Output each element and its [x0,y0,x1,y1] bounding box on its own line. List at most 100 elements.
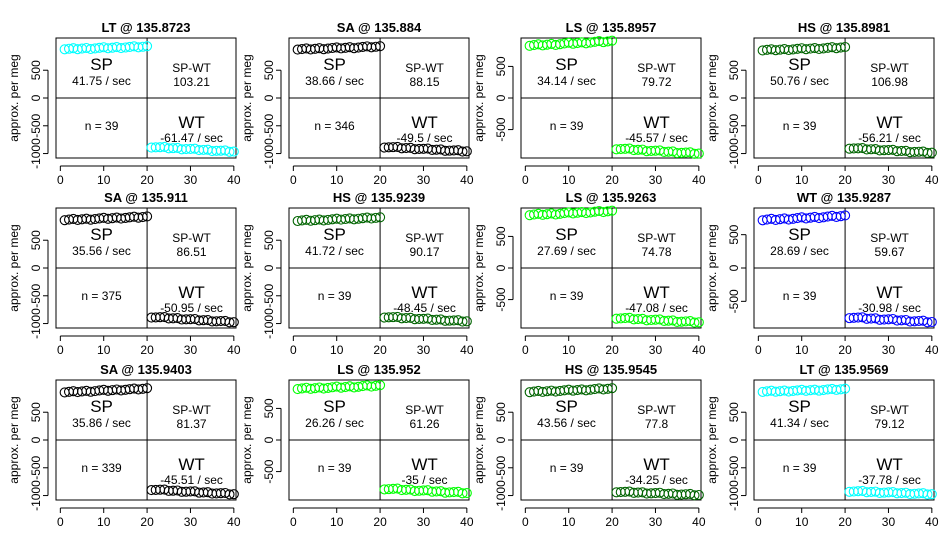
x-tick-label: 40 [692,173,706,187]
n-label: n = 39 [550,289,584,303]
y-tick-label: -1000 [29,138,43,169]
spwt-value: 74.78 [642,245,672,259]
data-point [840,383,851,394]
y-tick-label: -500 [29,113,43,137]
y-tick-label: -500 [494,455,508,479]
wt-rate: -49.5 / sec [397,131,453,145]
x-tick-label: 10 [795,173,809,187]
x-tick-label: 40 [692,515,706,529]
data-point [370,41,381,52]
y-tick-label: -500 [262,113,276,137]
wt-rate: -30.98 / sec [858,301,921,315]
x-tick-label: 30 [417,173,431,187]
sp-label: SP [90,397,113,416]
wt-rate: -45.57 / sec [625,131,688,145]
sp-label: SP [323,225,346,244]
data-point [457,488,468,499]
data-point [137,211,148,223]
data-point [607,35,618,46]
x-tick-label: 30 [649,343,663,357]
spwt-value: 88.15 [410,75,440,89]
data-point [457,316,468,327]
scatter-panel-1: LT @ 135.8723 -1000-500 0 500 approx. per me… [7,20,241,187]
y-tick-label: 500 [29,402,43,422]
y-tick-label: -500 [29,283,43,307]
sp-label: SP [555,55,578,74]
spwt-label: SP-WT [870,61,909,75]
panel-title: SA @ 135.9403 [100,362,192,377]
x-tick-label: 40 [227,343,241,357]
spwt-label: SP-WT [870,403,909,417]
y-tick-label: -500 [29,455,43,479]
x-tick-label: 30 [882,343,896,357]
spwt-label: SP-WT [405,403,444,417]
panel-title: LS @ 135.952 [337,362,421,377]
y-tick-label: 500 [494,56,508,76]
wt-label: WT [876,455,902,474]
spwt-value: 59.67 [875,245,905,259]
y-axis-label: approx. per meg [705,224,719,311]
scatter-panel-7: LS @ 135.9263 -500 0 500 approx. per meg 0 10 2… [472,190,706,357]
sp-label: SP [788,397,811,416]
y-tick-label: 500 [262,398,276,418]
wt-rate: -61.47 / sec [160,131,223,145]
scatter-panel-11: HS @ 135.9545 -1000-500 0 500 approx. per me… [472,362,706,529]
x-tick-label: 20 [140,343,154,357]
y-tick-label: 0 [262,94,276,101]
scatter-panel-9: SA @ 135.9403 -1000-500 0 500 approx. per me… [7,362,241,529]
data-point [142,211,153,222]
spwt-label: SP-WT [637,61,676,75]
y-tick-label: 500 [494,226,508,246]
x-tick-label: 0 [522,343,529,357]
y-tick-label: 0 [262,436,276,443]
y-tick-label: 0 [494,264,508,271]
x-tick-label: 10 [562,515,576,529]
x-tick-label: 20 [838,515,852,529]
spwt-value: 79.72 [642,75,672,89]
x-tick-label: 0 [522,173,529,187]
panel-title: LS @ 135.8957 [566,20,657,35]
y-tick-label: 0 [727,436,741,443]
spwt-value: 81.37 [177,417,207,431]
data-point [228,317,239,328]
x-tick-label: 40 [692,343,706,357]
x-tick-label: 20 [140,515,154,529]
sp-rate: 34.14 / sec [537,74,596,88]
panel-title: SA @ 135.911 [104,190,188,205]
x-tick-label: 40 [227,173,241,187]
x-tick-label: 0 [290,515,297,529]
data-point [922,489,933,500]
x-tick-label: 20 [373,173,387,187]
y-tick-label: 500 [262,230,276,250]
y-tick-label: -1000 [262,138,276,169]
wt-label: WT [876,283,902,302]
sp-label: SP [788,55,811,74]
y-tick-label: 500 [494,402,508,422]
y-axis-label: approx. per meg [240,54,254,141]
sp-rate: 41.34 / sec [770,416,829,430]
data-point [693,489,704,501]
x-tick-label: 10 [97,515,111,529]
x-tick-label: 0 [290,343,297,357]
y-axis-label: approx. per meg [240,396,254,483]
x-tick-label: 0 [290,173,297,187]
y-tick-label: 500 [727,224,741,244]
n-label: n = 39 [783,289,817,303]
scatter-panel-5: SA @ 135.911 -1000-500 0 500 approx. per meg… [7,190,241,357]
data-point [607,383,618,394]
data-point [607,205,618,216]
y-axis-label: approx. per meg [7,54,21,141]
y-tick-label: 500 [262,60,276,80]
sp-rate: 43.56 / sec [537,416,596,430]
y-tick-label: -500 [727,113,741,137]
x-tick-label: 0 [57,515,64,529]
y-tick-label: 0 [727,264,741,271]
x-tick-label: 20 [605,343,619,357]
data-point [602,383,613,394]
n-label: n = 39 [318,289,352,303]
x-tick-label: 10 [562,343,576,357]
data-point [461,488,472,499]
y-tick-label: 0 [262,264,276,271]
y-tick-label: 0 [29,436,43,443]
scatter-panel-6: HS @ 135.9239 -1000-500 0 500 approx. per me… [240,190,474,357]
